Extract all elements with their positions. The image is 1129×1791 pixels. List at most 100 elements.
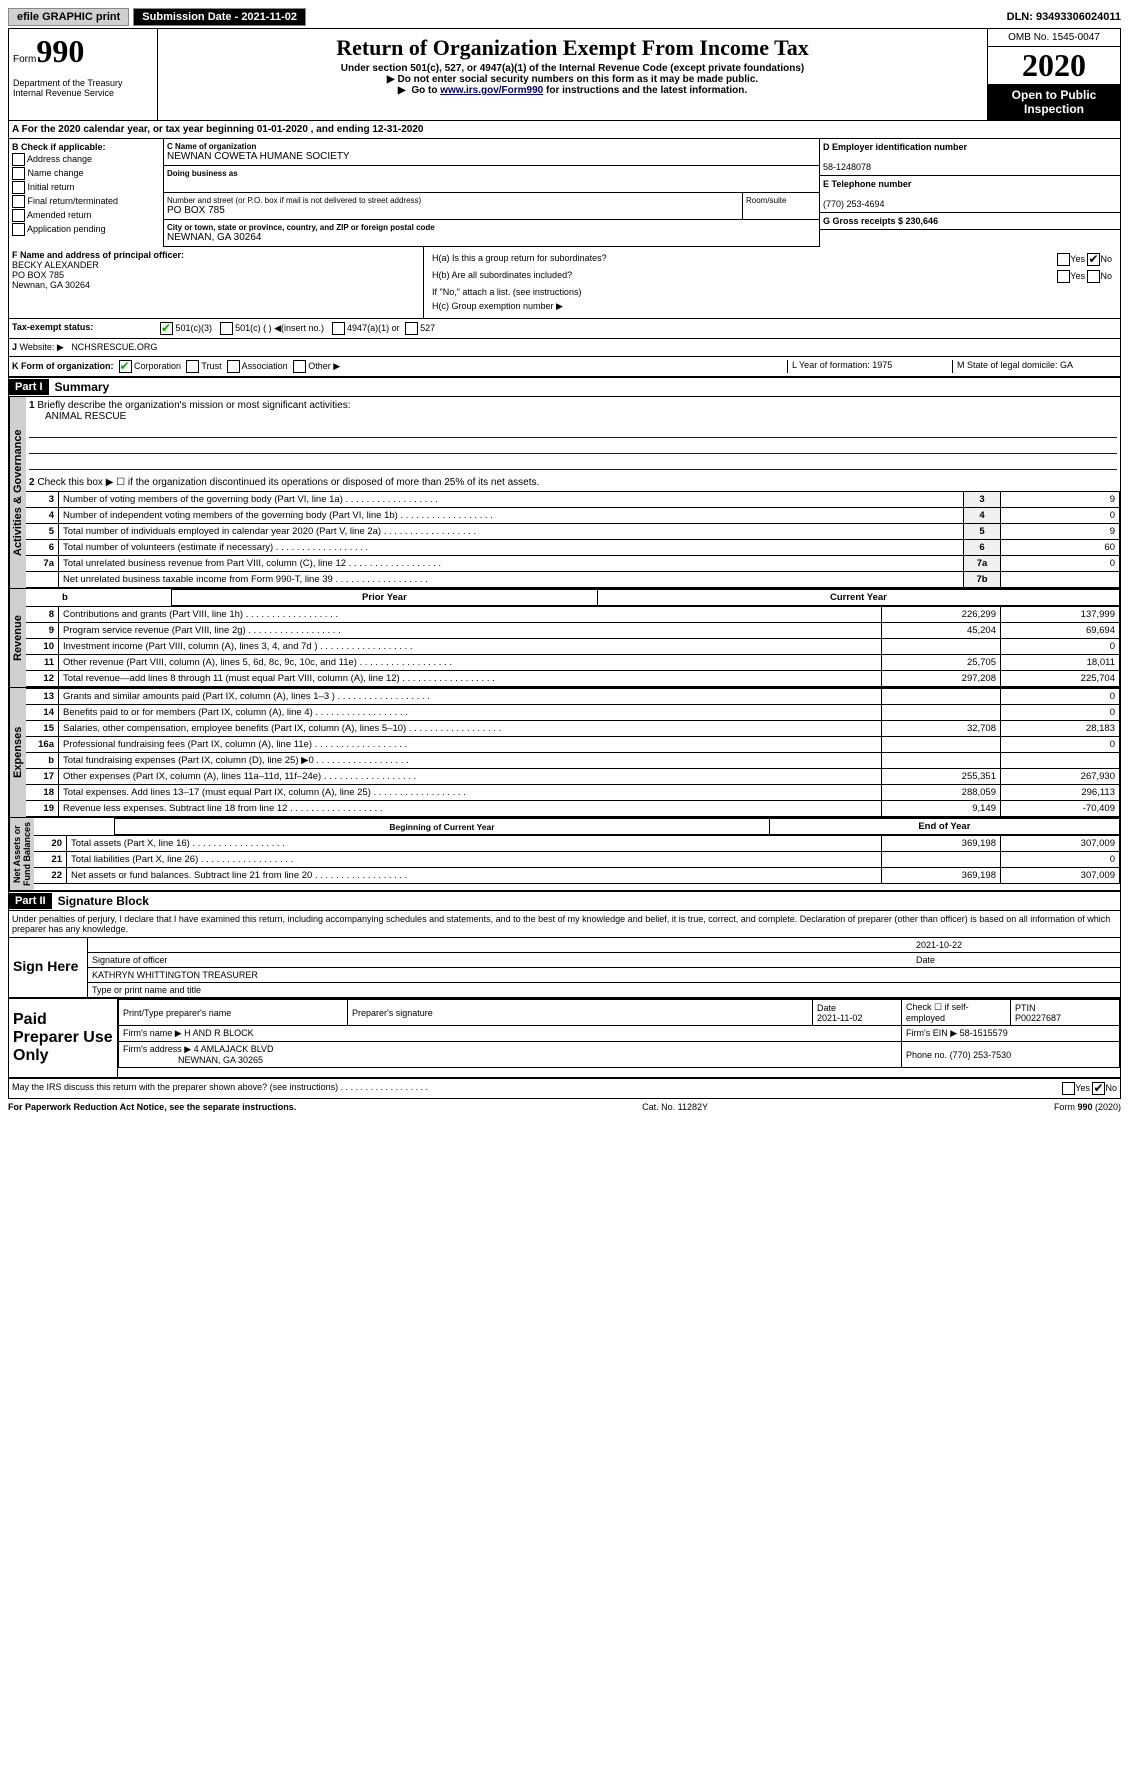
table-row: 9Program service revenue (Part VIII, lin… (26, 623, 1120, 639)
tab-revenue: Revenue (9, 589, 26, 687)
chk-name[interactable]: Name change (12, 167, 160, 180)
tab-netassets: Net Assets orFund Balances (9, 818, 34, 890)
tax-year: 2020 (988, 47, 1120, 84)
officer-box: F Name and address of principal officer:… (9, 247, 424, 318)
date-label: Date (916, 955, 1116, 965)
prep-sig-hdr: Preparer's signature (348, 1000, 813, 1026)
b-label: B Check if applicable: (12, 142, 160, 152)
street-box: Number and street (or P.O. box if mail i… (164, 193, 743, 220)
table-row: 10Investment income (Part VIII, column (… (26, 639, 1120, 655)
chk-address[interactable]: Address change (12, 153, 160, 166)
chk-initial[interactable]: Initial return (12, 181, 160, 194)
tab-activities: Activities & Governance (9, 397, 26, 588)
chk-final[interactable]: Final return/terminated (12, 195, 160, 208)
part2-header: Part II (9, 893, 52, 909)
table-row: 22Net assets or fund balances. Subtract … (34, 868, 1120, 884)
chk-501c3[interactable] (160, 322, 173, 335)
table-row: 19Revenue less expenses. Subtract line 1… (26, 801, 1120, 817)
table-row: 11Other revenue (Part VIII, column (A), … (26, 655, 1120, 671)
dba-box: Doing business as (164, 166, 819, 193)
chk-527[interactable] (405, 322, 418, 335)
hdr-prior: Prior Year (171, 590, 597, 606)
h-a: H(a) Is this a group return for subordin… (429, 252, 941, 267)
table-row: 7aTotal unrelated business revenue from … (26, 556, 1120, 572)
mission-text: ANIMAL RESCUE (29, 411, 1117, 422)
h-b: H(b) Are all subordinates included? (429, 269, 941, 284)
tab-expenses: Expenses (9, 688, 26, 817)
chk-other[interactable] (293, 360, 306, 373)
ein-box: D Employer identification number58-12480… (820, 139, 1120, 176)
officer-name: KATHRYN WHITTINGTON TREASURER (92, 970, 1116, 980)
year-formation: L Year of formation: 1975 (787, 360, 952, 373)
table-row: 16aProfessional fundraising fees (Part I… (26, 737, 1120, 753)
self-emp[interactable]: Check ☐ if self-employed (902, 1000, 1011, 1026)
period-row: A For the 2020 calendar year, or tax yea… (9, 121, 1120, 139)
discuss-row: May the IRS discuss this return with the… (9, 1079, 1120, 1098)
table-row: 20Total assets (Part X, line 16)369,1983… (34, 836, 1120, 852)
form-number-cell: Form990 (9, 29, 158, 74)
room-box: Room/suite (743, 193, 819, 220)
table-row: 5Total number of individuals employed in… (26, 524, 1120, 540)
city-box: City or town, state or province, country… (164, 220, 819, 247)
year-box: OMB No. 1545-0047 2020 Open to Public In… (987, 29, 1120, 120)
table-row: 8Contributions and grants (Part VIII, li… (26, 607, 1120, 623)
h-c: H(c) Group exemption number ▶ (429, 300, 1115, 313)
table-row: Net unrelated business taxable income fr… (26, 572, 1120, 588)
table-row: 17Other expenses (Part IX, column (A), l… (26, 769, 1120, 785)
form-container: Form990 Department of the Treasury Inter… (8, 28, 1121, 1099)
hdr-curr: Current Year (597, 590, 1119, 606)
subtitle: Under section 501(c), 527, or 4947(a)(1)… (162, 63, 983, 74)
state-domicile: M State of legal domicile: GA (952, 360, 1117, 373)
note-ssn: Do not enter social security numbers on … (162, 74, 983, 85)
submission-button[interactable]: Submission Date - 2021-11-02 (133, 8, 306, 26)
checkbox-column: B Check if applicable: Address change Na… (9, 139, 164, 247)
title-cell: Return of Organization Exempt From Incom… (158, 29, 987, 120)
paperwork-notice: For Paperwork Reduction Act Notice, see … (8, 1102, 296, 1112)
sign-here-label: Sign Here (9, 938, 88, 997)
line2: Check this box ▶ ☐ if the organization d… (37, 477, 539, 488)
table-row: 3Number of voting members of the governi… (26, 492, 1120, 508)
chk-assoc[interactable] (227, 360, 240, 373)
chk-amended[interactable]: Amended return (12, 209, 160, 222)
org-name: NEWNAN COWETA HUMANE SOCIETY (167, 151, 816, 162)
h-b-note: If "No," attach a list. (see instruction… (429, 286, 1115, 298)
prep-name-hdr: Print/Type preparer's name (119, 1000, 348, 1026)
chk-trust[interactable] (186, 360, 199, 373)
table-row: 13Grants and similar amounts paid (Part … (26, 689, 1120, 705)
table-row: 12Total revenue—add lines 8 through 11 (… (26, 671, 1120, 687)
part1-title: Summary (49, 378, 116, 396)
table-row: 21Total liabilities (Part X, line 26)0 (34, 852, 1120, 868)
dln-label: DLN: 93493306024011 (1007, 11, 1121, 23)
efile-button[interactable]: efile GRAPHIC print (8, 8, 129, 26)
table-row: bTotal fundraising expenses (Part IX, co… (26, 753, 1120, 769)
chk-corp[interactable] (119, 360, 132, 373)
chk-pending[interactable]: Application pending (12, 223, 160, 236)
dept-label: Department of the Treasury Internal Reve… (9, 74, 158, 120)
form-title: Return of Organization Exempt From Incom… (162, 35, 983, 61)
irs-link[interactable]: www.irs.gov/Form990 (440, 85, 543, 96)
top-toolbar: efile GRAPHIC print Submission Date - 20… (8, 8, 1121, 26)
open-inspection: Open to Public Inspection (988, 84, 1120, 120)
hdr-end: End of Year (769, 819, 1119, 835)
cat-no: Cat. No. 11282Y (642, 1102, 708, 1112)
chk-501c[interactable] (220, 322, 233, 335)
note-link: Go to www.irs.gov/Form990 for instructio… (162, 85, 983, 96)
declaration: Under penalties of perjury, I declare th… (9, 911, 1120, 937)
org-form-row: K Form of organization: Corporation Trus… (9, 357, 1120, 377)
hdr-beg: Beginning of Current Year (115, 819, 770, 835)
tax-exempt-row: Tax-exempt status: 501(c)(3) 501(c) ( ) … (9, 319, 1120, 339)
table-row: 4Number of independent voting members of… (26, 508, 1120, 524)
table-row: 14Benefits paid to or for members (Part … (26, 705, 1120, 721)
table-row: 6Total number of volunteers (estimate if… (26, 540, 1120, 556)
gross-receipts: G Gross receipts $ 230,646 (820, 213, 1120, 230)
phone-box: E Telephone number(770) 253-4694 (820, 176, 1120, 213)
part1-header: Part I (9, 379, 49, 395)
website-row: J Website: ▶ NCHSRESCUE.ORG (9, 339, 1120, 357)
part2-title: Signature Block (52, 892, 155, 910)
sig-officer-label: Signature of officer (92, 955, 916, 965)
org-name-box: C Name of organization NEWNAN COWETA HUM… (164, 139, 819, 166)
table-row: 18Total expenses. Add lines 13–17 (must … (26, 785, 1120, 801)
mission-label: Briefly describe the organization's miss… (37, 400, 350, 411)
paid-preparer-label: Paid Preparer Use Only (9, 999, 118, 1077)
chk-4947[interactable] (332, 322, 345, 335)
